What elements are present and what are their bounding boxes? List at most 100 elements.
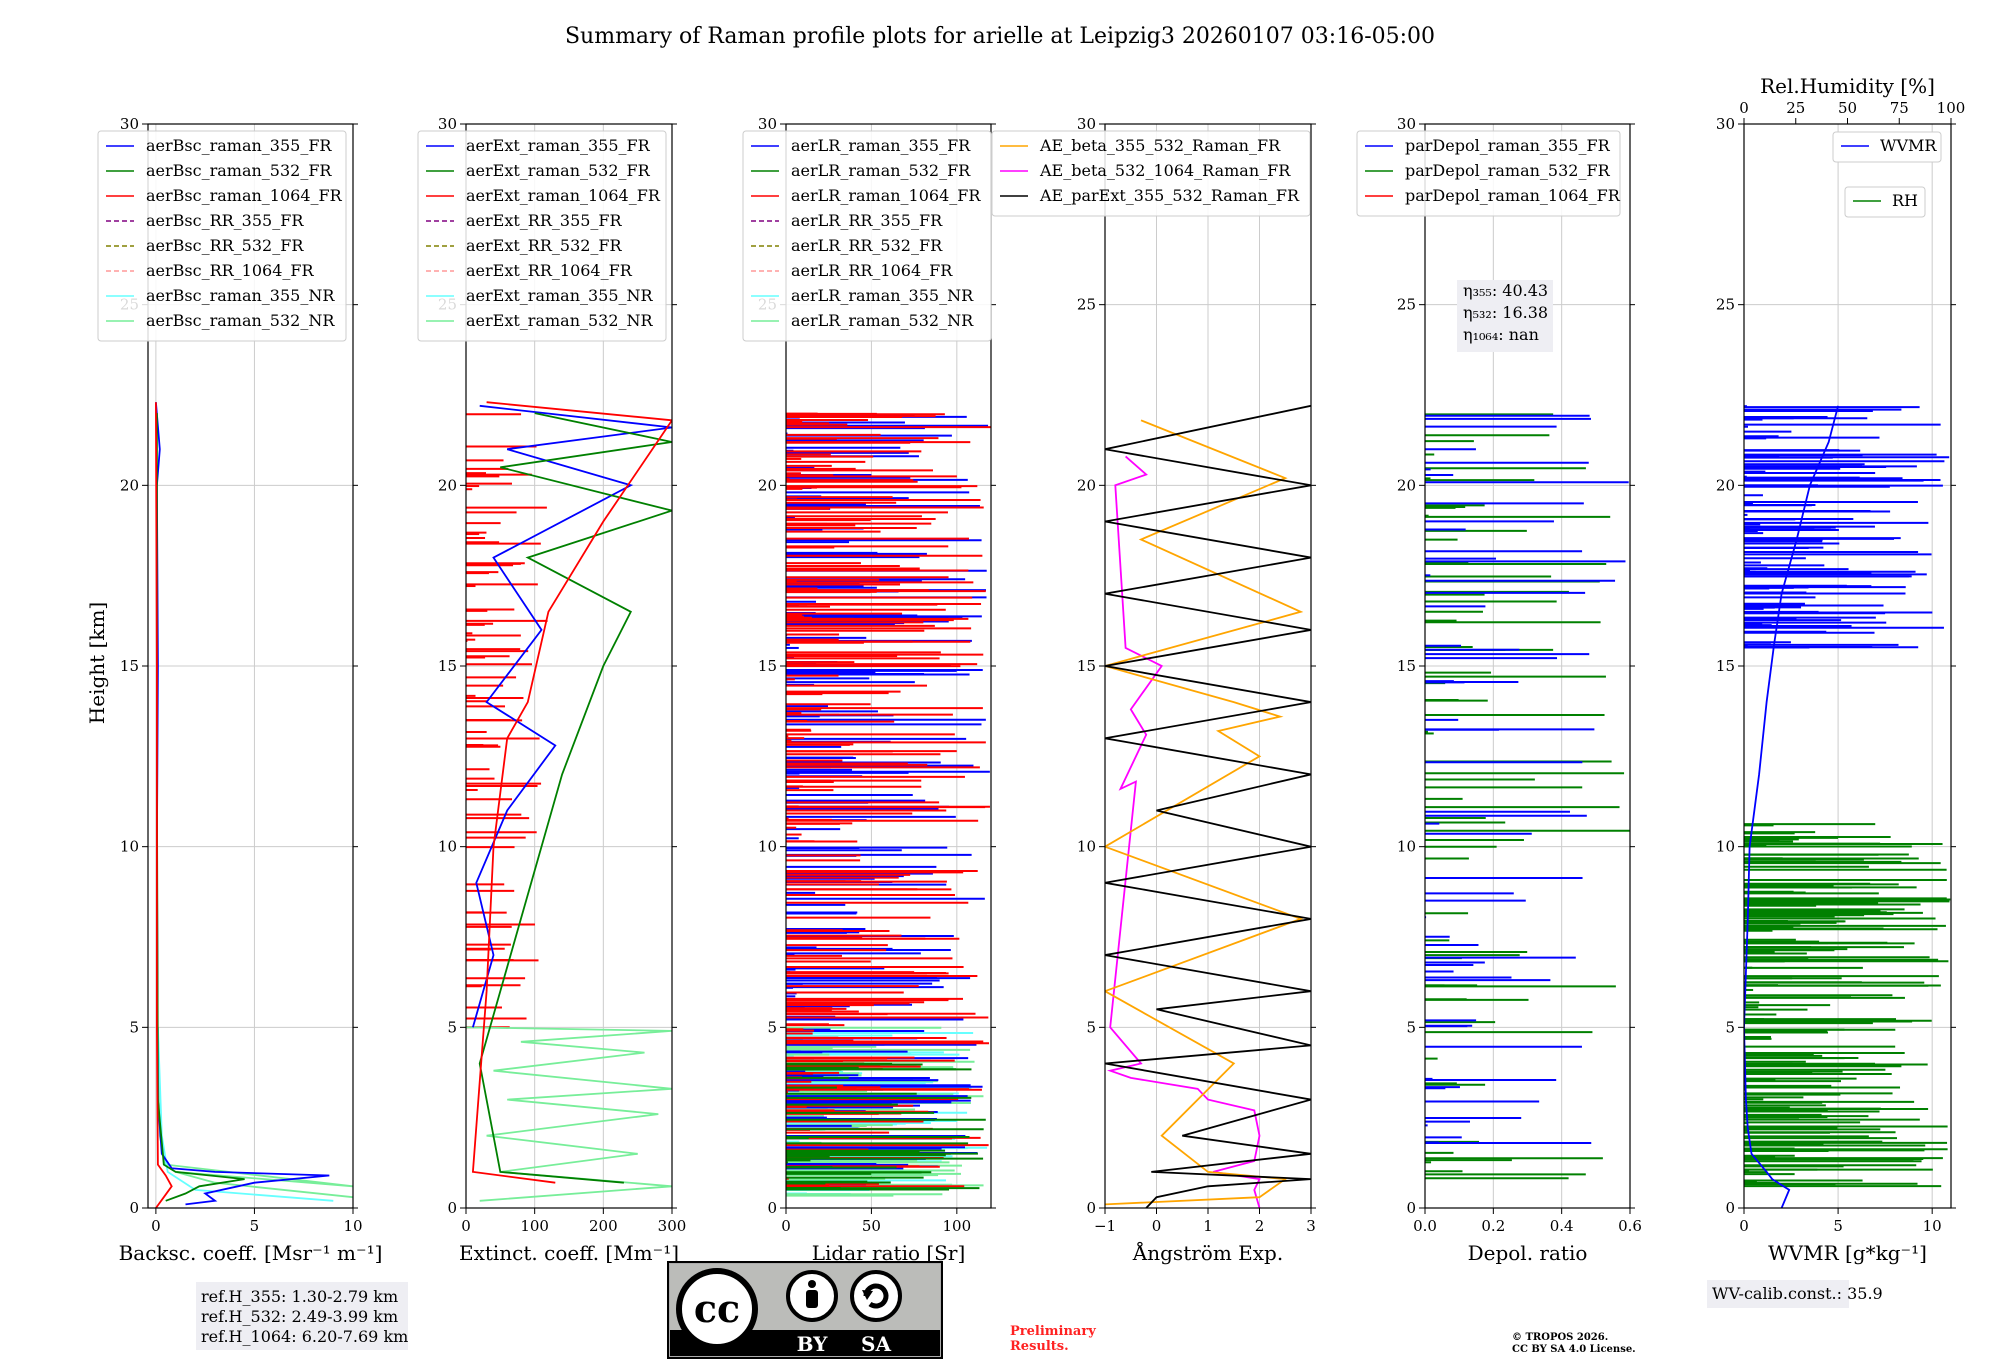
x-axis-label: Depol. ratio bbox=[1468, 1241, 1588, 1265]
y-tick-label: 10 bbox=[438, 838, 457, 856]
panel-bsc: 0510051015202530Backsc. coeff. [Msr⁻¹ m⁻… bbox=[97, 115, 383, 1265]
series-aerBsc_raman_355_NR bbox=[157, 1027, 334, 1202]
series-AE_beta_355_532_Raman_FR bbox=[1105, 419, 1304, 1206]
y-tick-label: 0 bbox=[1406, 1199, 1416, 1217]
y-tick-label: 20 bbox=[1077, 476, 1096, 494]
y-tick-label: 5 bbox=[447, 1018, 457, 1036]
legend-wvmr: WVMR bbox=[1832, 131, 1942, 163]
y-tick-label: 25 bbox=[1077, 296, 1096, 314]
y-tick-label: 20 bbox=[758, 476, 777, 494]
legend-label: aerExt_raman_355_FR bbox=[466, 136, 651, 155]
y-tick-label: 15 bbox=[1716, 657, 1735, 675]
legend-label: aerBsc_RR_1064_FR bbox=[146, 261, 315, 280]
sa-label: SA bbox=[861, 1332, 891, 1356]
panels: 0510051015202530Backsc. coeff. [Msr⁻¹ m⁻… bbox=[97, 74, 1965, 1265]
copyright-line-2: CC BY SA 4.0 License. bbox=[1512, 1344, 1636, 1355]
eta-355: η₃₅₅: 40.43 bbox=[1463, 281, 1548, 300]
y-tick-label: 30 bbox=[120, 115, 139, 133]
x-axis-label: Backsc. coeff. [Msr⁻¹ m⁻¹] bbox=[119, 1241, 383, 1265]
x-tick-label: 0 bbox=[461, 1217, 471, 1235]
x-axis-label: WVMR [g*kg⁻¹] bbox=[1768, 1241, 1927, 1265]
by-label: BY bbox=[797, 1332, 829, 1356]
legend-label: aerExt_raman_355_NR bbox=[466, 286, 654, 305]
x-tick-label: 5 bbox=[250, 1217, 260, 1235]
legend-label: aerLR_RR_355_FR bbox=[791, 211, 943, 230]
x-tick-label: 10 bbox=[343, 1217, 362, 1235]
x-tick-label: 10 bbox=[1923, 1217, 1942, 1235]
refh-box: ref.H_355: 1.30-2.79 km ref.H_532: 2.49-… bbox=[196, 1282, 408, 1350]
y-tick-label: 15 bbox=[758, 657, 777, 675]
x-axis-label: Ångström Exp. bbox=[1132, 1240, 1283, 1265]
legend-label: AE_parExt_355_532_Raman_FR bbox=[1039, 186, 1300, 205]
series-aerExt_raman_532_FR bbox=[478, 412, 672, 1184]
legend-dep: parDepol_raman_355_FR parDepol_raman_532_… bbox=[1356, 130, 1621, 217]
y-tick-label: 15 bbox=[1397, 657, 1416, 675]
wv-calib-text: WV-calib.const.: 35.9 bbox=[1712, 1284, 1883, 1303]
top-x-tick-label: 25 bbox=[1786, 99, 1805, 117]
y-tick-label: 15 bbox=[120, 657, 139, 675]
y-tick-label: 0 bbox=[1086, 1199, 1096, 1217]
top-x-tick-label: 0 bbox=[1739, 99, 1749, 117]
top-x-tick-label: 50 bbox=[1838, 99, 1857, 117]
y-tick-label: 15 bbox=[438, 657, 457, 675]
legend-label: RH bbox=[1892, 191, 1918, 210]
x-tick-label: 0.2 bbox=[1481, 1217, 1505, 1235]
legend-label: aerLR_raman_532_NR bbox=[791, 311, 974, 330]
x-tick-label: 0.6 bbox=[1618, 1217, 1642, 1235]
y-tick-label: 20 bbox=[438, 476, 457, 494]
top-x-tick-label: 100 bbox=[1937, 99, 1966, 117]
y-tick-label: 20 bbox=[1397, 476, 1416, 494]
y-tick-label: 5 bbox=[129, 1018, 139, 1036]
y-tick-label: 30 bbox=[1077, 115, 1096, 133]
legend-label: aerBsc_raman_355_NR bbox=[146, 286, 335, 305]
series-aerBsc_raman_532_NR bbox=[157, 1027, 353, 1199]
refh-1064: ref.H_1064: 6.20-7.69 km bbox=[201, 1327, 408, 1346]
y-tick-label: 20 bbox=[120, 476, 139, 494]
x-tick-label: 1 bbox=[1203, 1217, 1213, 1235]
legend-label: parDepol_raman_355_FR bbox=[1405, 136, 1611, 155]
x-tick-label: 3 bbox=[1306, 1217, 1316, 1235]
legend-label: aerBsc_RR_532_FR bbox=[146, 236, 304, 255]
y-tick-label: 10 bbox=[1077, 838, 1096, 856]
y-tick-label: 10 bbox=[1397, 838, 1416, 856]
legend-label: aerExt_RR_532_FR bbox=[466, 236, 623, 255]
legend-label: aerExt_raman_532_FR bbox=[466, 161, 651, 180]
legend-label: WVMR bbox=[1880, 136, 1937, 155]
refh-532: ref.H_532: 2.49-3.99 km bbox=[201, 1307, 398, 1326]
preliminary-line-2: Results. bbox=[1010, 1339, 1069, 1354]
panel-dep: 0.0 0.2 0.4 0.6 0 5 10 15 20 25 30 Depol. ratio parD… bbox=[1356, 115, 1642, 1265]
series-aerBsc_raman_355_FR bbox=[155, 402, 330, 1206]
legend-label: aerBsc_RR_355_FR bbox=[146, 211, 304, 230]
data-dep bbox=[1425, 413, 1630, 1180]
series-AE_parExt_355_532_Raman_FR bbox=[1105, 404, 1311, 1208]
share-alike-icon bbox=[850, 1270, 902, 1322]
y-tick-label: 0 bbox=[1725, 1199, 1735, 1217]
y-tick-label: 30 bbox=[1397, 115, 1416, 133]
data-ae bbox=[1105, 404, 1311, 1208]
legend-label: aerBsc_raman_532_NR bbox=[146, 311, 335, 330]
figure-title: Summary of Raman profile plots for ariel… bbox=[565, 24, 1435, 49]
legend-label: AE_beta_532_1064_Raman_FR bbox=[1039, 161, 1291, 180]
preliminary-line-1: Preliminary bbox=[1010, 1324, 1096, 1339]
series-aerExt_raman_1064_FR bbox=[471, 401, 672, 1184]
legend-label: aerExt_raman_1064_FR bbox=[466, 186, 661, 205]
legend-ext: aerExt_raman_355_FR aerExt_raman_532_FRae… bbox=[417, 130, 667, 342]
eta-532: η₅₃₂: 16.38 bbox=[1463, 303, 1548, 322]
y-axis-label: Height [km] bbox=[85, 602, 109, 724]
data-wv bbox=[1744, 405, 1951, 1208]
y-tick-label: 10 bbox=[1716, 838, 1735, 856]
x-tick-label: 0.0 bbox=[1413, 1217, 1437, 1235]
cc-text: cc bbox=[694, 1286, 740, 1331]
x-tick-label: 2 bbox=[1255, 1217, 1265, 1235]
y-tick-label: 0 bbox=[447, 1199, 457, 1217]
series-aerBsc_raman_1064_FR bbox=[155, 402, 173, 1208]
y-tick-label: 15 bbox=[1077, 657, 1096, 675]
legend-bsc: aerBsc_raman_355_FR aerBsc_raman_532_FRae… bbox=[97, 130, 347, 342]
y-tick-label: 20 bbox=[1716, 476, 1735, 494]
refh-355: ref.H_355: 1.30-2.79 km bbox=[201, 1287, 398, 1306]
y-tick-label: 5 bbox=[767, 1018, 777, 1036]
x-tick-label: 0 bbox=[781, 1217, 791, 1235]
